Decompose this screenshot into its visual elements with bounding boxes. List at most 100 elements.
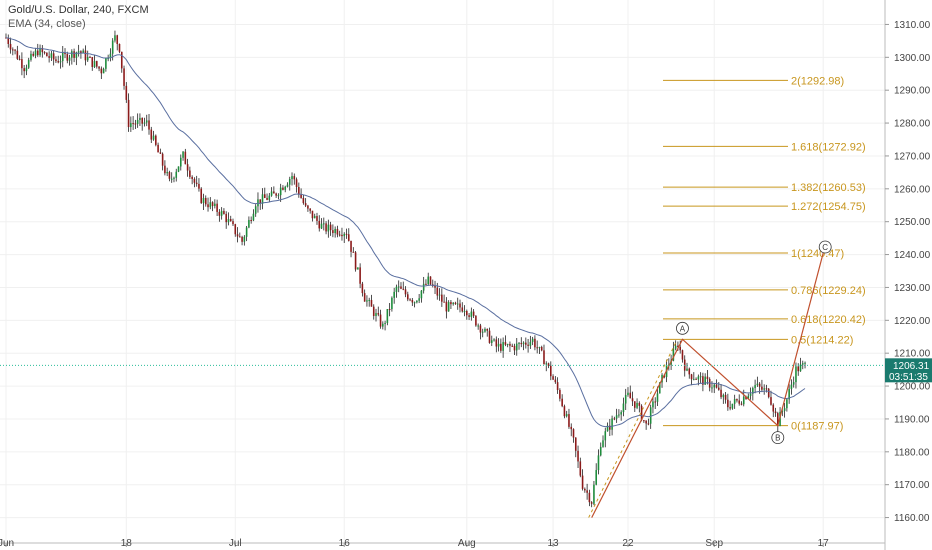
candle-body [50,53,53,58]
candle-body [186,164,189,171]
candle-body [350,240,352,252]
candle-body [704,376,706,385]
candle-body [411,300,414,303]
candle-body [715,384,718,388]
x-tick-label: 13 [548,538,560,549]
candle-body [472,311,475,316]
candle-body [318,220,321,229]
candle-body [243,236,246,242]
candle-body [720,389,722,398]
candle-body [338,234,341,236]
candle-body [200,188,203,204]
candle-body [307,205,309,209]
candle-body [100,68,103,74]
candle-body [466,311,468,316]
candle-body [801,363,804,365]
candle-body [71,51,73,58]
candle-body [202,197,205,204]
wave-drawing[interactable]: A B C [588,240,832,518]
candle-body [363,293,366,302]
candle-body [288,179,291,185]
candle-body [570,426,573,430]
candle-body [529,341,532,346]
wave-abc-path [591,252,824,518]
candle-body [681,350,684,360]
candle-body [620,412,622,415]
candle-body [745,396,747,399]
candle-body [736,399,738,401]
price-axis[interactable]: 1160.00 1170.00 1180.00 1190.00 1200.00 1210.… [885,20,931,524]
candle-body [581,475,584,489]
candle-body [590,502,593,504]
candle-body [727,399,729,408]
candle-body [792,382,795,385]
candle-body [406,294,409,300]
fib-trend-line [588,341,677,518]
candle-body [107,58,109,60]
candle-body [518,342,520,344]
candle-body [347,234,350,241]
candle-body [565,414,568,417]
candle-body [463,311,466,313]
candle-body [236,234,239,237]
candle-body [774,411,777,414]
candle-body [227,219,230,223]
y-tick-label: 1270.00 [894,151,931,162]
candle-body [654,401,657,403]
candle-body [711,387,713,389]
candle-body [545,363,548,365]
last-price-label-bg [885,358,932,383]
y-tick-label: 1310.00 [894,20,931,31]
fib-level-label: 2(1292.98) [791,75,844,87]
candle-body [690,374,693,380]
time-axis[interactable]: Jun 18 Jul 16 Aug 13 22 Sep 17 [0,538,829,549]
candle-body [758,383,761,387]
candle-body [382,323,384,327]
candle-body [77,51,80,53]
y-tick-label: 1200.00 [894,382,931,393]
candle-body [470,311,473,317]
candle-body [429,276,432,285]
candle-body [652,401,654,408]
candle-body [441,294,443,302]
candle-body [742,396,745,405]
candle-body [102,68,105,74]
candle-body [73,51,75,58]
candle-body [182,151,184,158]
candle-body [123,68,125,86]
candle-body [39,47,41,56]
candle-body [316,216,318,221]
candle-body [164,165,166,174]
candle-body [241,236,243,242]
candle-body [538,347,541,349]
candle-body [14,49,16,51]
candle-body [125,85,128,100]
candle-body [177,166,180,172]
candle-body [556,382,559,390]
candle-body [150,129,153,140]
candle-body [157,144,159,153]
fibonacci-extension[interactable]: 2(1292.98) 1.618(1272.92) 1.382(1260.53) 1.… [663,75,866,433]
candle-body [475,315,477,326]
candle-body [136,120,139,124]
candle-body [445,301,448,312]
candle-body [91,57,94,67]
candle-body [343,233,346,237]
candle-body [767,388,770,398]
candle-body [493,339,495,341]
candle-body [647,423,650,425]
candle-body [747,395,750,399]
candle-body [658,382,661,394]
candle-body [370,299,373,307]
candle-body [781,410,784,412]
candle-body [372,306,375,316]
candle-body [486,328,489,331]
candle-body [624,395,627,404]
candle-body [34,50,37,56]
candle-body [697,376,700,380]
candle-body [606,425,609,432]
candle-body [311,210,314,219]
fib-level-label: 0.786(1229.24) [791,285,866,297]
candle-body [325,223,327,232]
